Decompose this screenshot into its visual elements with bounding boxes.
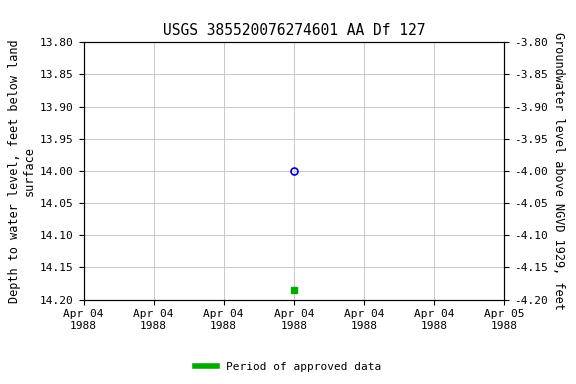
Y-axis label: Depth to water level, feet below land
surface: Depth to water level, feet below land su… xyxy=(8,39,36,303)
Title: USGS 385520076274601 AA Df 127: USGS 385520076274601 AA Df 127 xyxy=(162,23,425,38)
Legend: Period of approved data: Period of approved data xyxy=(191,358,385,377)
Y-axis label: Groundwater level above NGVD 1929, feet: Groundwater level above NGVD 1929, feet xyxy=(552,32,564,310)
